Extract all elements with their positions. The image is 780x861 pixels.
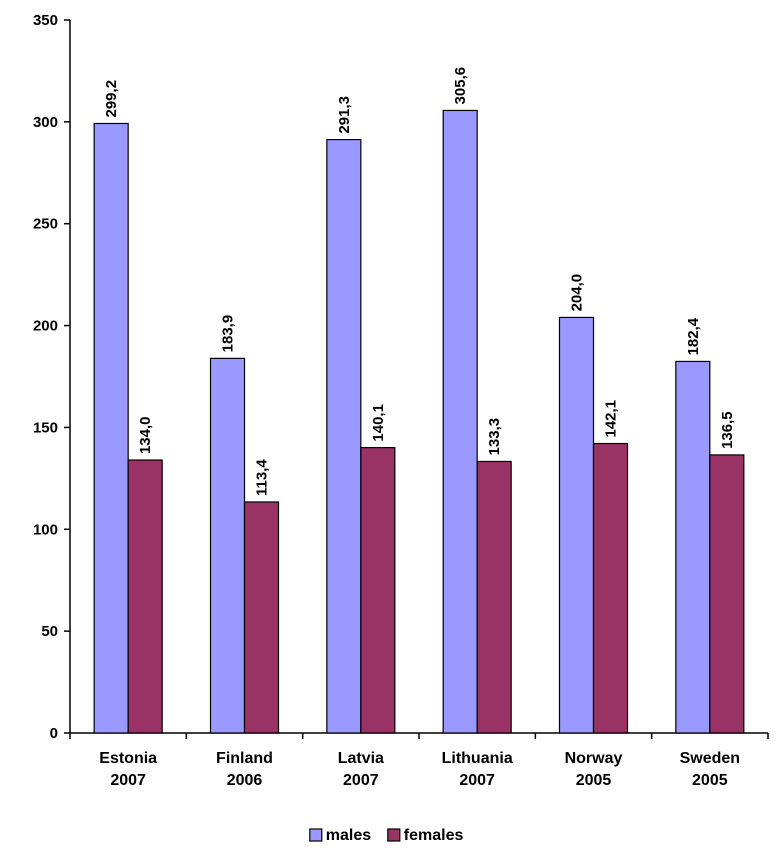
y-tick-label: 250: [33, 216, 58, 233]
y-tick-label: 300: [33, 114, 58, 131]
data-label-males: 182,4: [685, 317, 702, 355]
legend-swatch-males: [309, 828, 323, 842]
category-label: Latvia 2007: [338, 750, 384, 789]
category-label-line: Norway: [565, 750, 623, 767]
category-label-line: Latvia: [338, 750, 384, 767]
bar-males: [558, 316, 595, 734]
bar-females: [360, 446, 396, 734]
data-label-males: 305,6: [452, 67, 469, 105]
bar-males: [209, 357, 246, 734]
bar-males: [442, 109, 478, 734]
bars: [93, 109, 745, 734]
bar-females: [476, 460, 512, 734]
data-label-females: 113,4: [254, 459, 271, 496]
bar-males: [675, 360, 711, 734]
category-label-line: Lithuania: [442, 750, 513, 767]
category-label-line: 2007: [343, 772, 379, 789]
bar-males: [326, 138, 362, 734]
y-tick-label: 350: [33, 12, 58, 29]
legend: males females: [309, 827, 464, 844]
category-label-line: 2005: [692, 772, 728, 789]
category-label: Sweden 2005: [680, 750, 740, 789]
category-label-line: Estonia: [99, 750, 157, 767]
category-label-line: 2007: [459, 772, 495, 789]
data-label-males: 204,0: [569, 274, 586, 312]
y-axis: 0 50 100 150 200 250 300 350: [33, 12, 71, 742]
legend-label-females: females: [404, 827, 464, 844]
category-label-line: Finland: [216, 750, 273, 767]
y-tick-label: 200: [33, 318, 58, 335]
y-tick-label: 50: [41, 623, 58, 640]
data-label-females: 140,1: [370, 404, 387, 442]
category-label: Estonia 2007: [99, 750, 157, 789]
data-label-females: 134,0: [137, 416, 154, 454]
category-label: Finland 2006: [216, 750, 273, 789]
bar-males: [93, 122, 129, 734]
y-tick-label: 0: [50, 725, 58, 742]
category-label-line: 2006: [227, 772, 263, 789]
y-tick-label: 150: [33, 419, 58, 436]
category-label-line: 2007: [110, 772, 146, 789]
legend-swatch-females: [387, 828, 401, 842]
category-label-line: Sweden: [680, 750, 740, 767]
data-label-females: 142,1: [603, 400, 620, 438]
data-label-females: 133,3: [486, 418, 503, 456]
data-labels: 299,2 134,0 183,9 113,4 291,3 140,1 305,6 133,3…: [103, 67, 736, 496]
data-label-males: 299,2: [103, 80, 120, 118]
y-tick-label: 100: [33, 521, 58, 538]
category-label: Lithuania 2007: [442, 750, 513, 789]
data-label-males: 183,9: [220, 315, 237, 353]
bar-females: [243, 501, 280, 734]
category-label-line: 2005: [576, 772, 612, 789]
legend-label-males: males: [326, 827, 371, 844]
data-label-males: 291,3: [336, 96, 353, 134]
category-label: Norway 2005: [565, 750, 623, 789]
bar-females: [592, 442, 629, 734]
bar-females: [709, 454, 745, 734]
bar-females: [127, 459, 163, 734]
data-label-females: 136,5: [719, 411, 736, 449]
